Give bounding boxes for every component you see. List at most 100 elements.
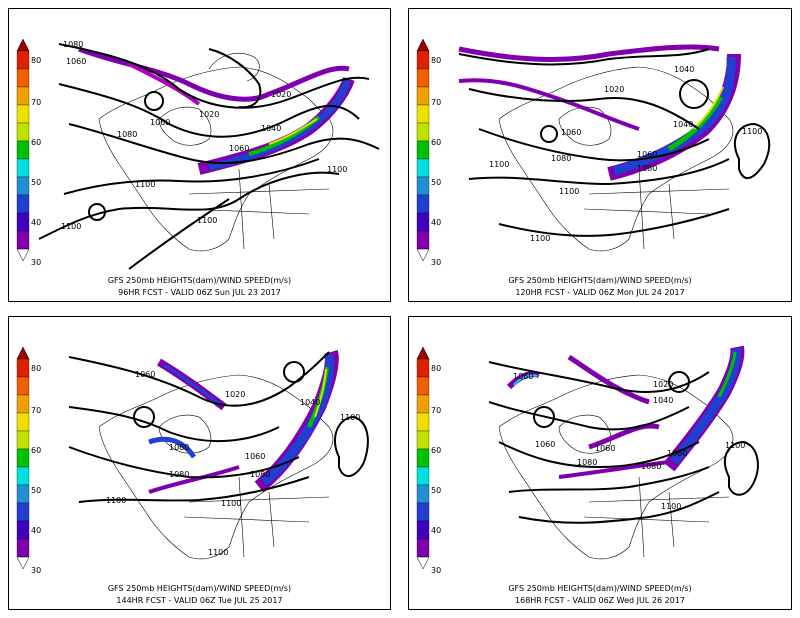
- svg-text:1100: 1100: [106, 496, 126, 505]
- svg-text:1080: 1080: [63, 40, 83, 49]
- svg-text:1080: 1080: [637, 164, 657, 173]
- svg-text:50: 50: [431, 178, 441, 187]
- svg-text:70: 70: [431, 98, 441, 107]
- map-canvas: 1060 1020 1040 1060 1060 1060 1080 1080 …: [488, 345, 759, 560]
- svg-text:1020: 1020: [199, 110, 219, 119]
- height-contours: [68, 351, 369, 503]
- svg-text:1060: 1060: [561, 128, 581, 137]
- height-contours: [38, 43, 380, 270]
- svg-text:40: 40: [431, 526, 441, 535]
- svg-text:1100: 1100: [208, 548, 228, 557]
- svg-text:1080: 1080: [577, 458, 597, 467]
- svg-text:1040: 1040: [300, 398, 320, 407]
- svg-text:70: 70: [31, 406, 41, 415]
- svg-text:1100: 1100: [197, 216, 217, 225]
- height-contours: [488, 361, 759, 524]
- wind-shading: [78, 46, 355, 175]
- height-labels: 1080 1060 1020 1020 1060 1040 1080 1060 …: [61, 40, 347, 231]
- map-panel-120hr: 1040 1020 1060 1040 1100 1080 1060 1100 …: [408, 8, 792, 302]
- svg-text:70: 70: [31, 98, 41, 107]
- svg-text:50: 50: [431, 486, 441, 495]
- height-contours: [458, 48, 771, 237]
- wind-shading: [148, 349, 339, 494]
- coastlines: [98, 53, 334, 252]
- svg-text:1060: 1060: [229, 144, 249, 153]
- svg-text:1100: 1100: [135, 180, 155, 189]
- wind-shading: [458, 44, 741, 181]
- svg-text:1100: 1100: [61, 222, 81, 231]
- svg-text:1100: 1100: [327, 165, 347, 174]
- svg-text:1080: 1080: [250, 470, 270, 479]
- svg-text:1020: 1020: [225, 390, 245, 399]
- panel-valid-time: 120HR FCST - VALID 06Z Mon JUL 24 2017: [515, 288, 685, 297]
- panel-valid-time: 144HR FCST - VALID 06Z Tue JUL 25 2017: [116, 596, 283, 605]
- svg-text:80: 80: [31, 364, 41, 373]
- svg-text:80: 80: [31, 56, 41, 65]
- svg-text:50: 50: [31, 486, 41, 495]
- svg-text:1100: 1100: [340, 413, 360, 422]
- wind-shading: [506, 345, 745, 479]
- svg-text:1060: 1060: [66, 57, 86, 66]
- svg-text:1100: 1100: [489, 160, 509, 169]
- svg-text:1020: 1020: [604, 85, 624, 94]
- svg-text:60: 60: [431, 138, 441, 147]
- svg-text:1100: 1100: [742, 127, 762, 136]
- coastlines: [498, 374, 734, 560]
- svg-text:40: 40: [31, 526, 41, 535]
- panel-valid-time: 96HR FCST - VALID 06Z Sun JUL 23 2017: [118, 288, 281, 297]
- map-panel-168hr: 1060 1020 1040 1060 1060 1060 1080 1080 …: [408, 316, 792, 610]
- svg-text:1060: 1060: [595, 444, 615, 453]
- map-canvas: 1080 1060 1020 1020 1060 1040 1080 1060 …: [38, 40, 380, 270]
- coastlines: [98, 374, 334, 560]
- svg-text:40: 40: [31, 218, 41, 227]
- svg-text:1060: 1060: [513, 372, 533, 381]
- svg-text:1080: 1080: [117, 130, 137, 139]
- svg-text:1060: 1060: [169, 443, 189, 452]
- svg-text:80: 80: [431, 56, 441, 65]
- panel-title: GFS 250mb HEIGHTS(dam)/WIND SPEED(m/s): [508, 584, 692, 593]
- svg-text:30: 30: [431, 566, 441, 575]
- map-panel-96hr: 1080 1060 1020 1020 1060 1040 1080 1060 …: [8, 8, 391, 302]
- svg-text:1060: 1060: [150, 118, 170, 127]
- svg-text:1080: 1080: [169, 470, 189, 479]
- svg-text:1100: 1100: [221, 499, 241, 508]
- colorbar: 80 70 60 50 40 30: [416, 347, 441, 575]
- map-panel-144hr: 1060 1020 1040 1100 1060 1060 1080 1080 …: [8, 316, 391, 610]
- map-canvas: 1060 1020 1040 1100 1060 1060 1080 1080 …: [68, 349, 369, 560]
- svg-text:1060: 1060: [135, 370, 155, 379]
- svg-text:70: 70: [431, 406, 441, 415]
- svg-text:40: 40: [431, 218, 441, 227]
- svg-text:30: 30: [31, 258, 41, 267]
- svg-text:1080: 1080: [551, 154, 571, 163]
- svg-text:1100: 1100: [530, 234, 550, 243]
- colorbar: 80 70 60 50 40 30: [416, 39, 441, 267]
- svg-text:30: 30: [31, 566, 41, 575]
- svg-text:1040: 1040: [261, 124, 281, 133]
- svg-text:80: 80: [431, 364, 441, 373]
- svg-text:60: 60: [31, 446, 41, 455]
- svg-text:1100: 1100: [725, 441, 745, 450]
- svg-text:60: 60: [31, 138, 41, 147]
- svg-text:1020: 1020: [653, 380, 673, 389]
- svg-text:1060: 1060: [535, 440, 555, 449]
- height-labels: 1060 1020 1040 1100 1060 1060 1080 1080 …: [106, 370, 360, 557]
- panel-title: GFS 250mb HEIGHTS(dam)/WIND SPEED(m/s): [107, 584, 292, 593]
- map-canvas: 1040 1020 1060 1040 1100 1080 1060 1100 …: [458, 44, 771, 252]
- height-labels: 1040 1020 1060 1040 1100 1080 1060 1100 …: [489, 65, 762, 243]
- colorbar: 80 70 60 50 40 30: [16, 347, 41, 575]
- height-labels: 1060 1020 1040 1060 1060 1060 1080 1080 …: [513, 372, 745, 511]
- coastlines: [498, 66, 734, 252]
- svg-text:30: 30: [431, 258, 441, 267]
- svg-text:1060: 1060: [245, 452, 265, 461]
- svg-text:1040: 1040: [674, 65, 694, 74]
- panel-valid-time: 168HR FCST - VALID 06Z Wed JUL 26 2017: [515, 596, 685, 605]
- svg-text:1060: 1060: [637, 150, 657, 159]
- svg-text:60: 60: [431, 446, 441, 455]
- svg-text:1100: 1100: [661, 502, 681, 511]
- svg-text:1060: 1060: [667, 449, 687, 458]
- svg-text:1100: 1100: [559, 187, 579, 196]
- svg-text:1040: 1040: [673, 120, 693, 129]
- svg-text:50: 50: [31, 178, 41, 187]
- svg-text:1020: 1020: [271, 90, 291, 99]
- svg-text:1040: 1040: [653, 396, 673, 405]
